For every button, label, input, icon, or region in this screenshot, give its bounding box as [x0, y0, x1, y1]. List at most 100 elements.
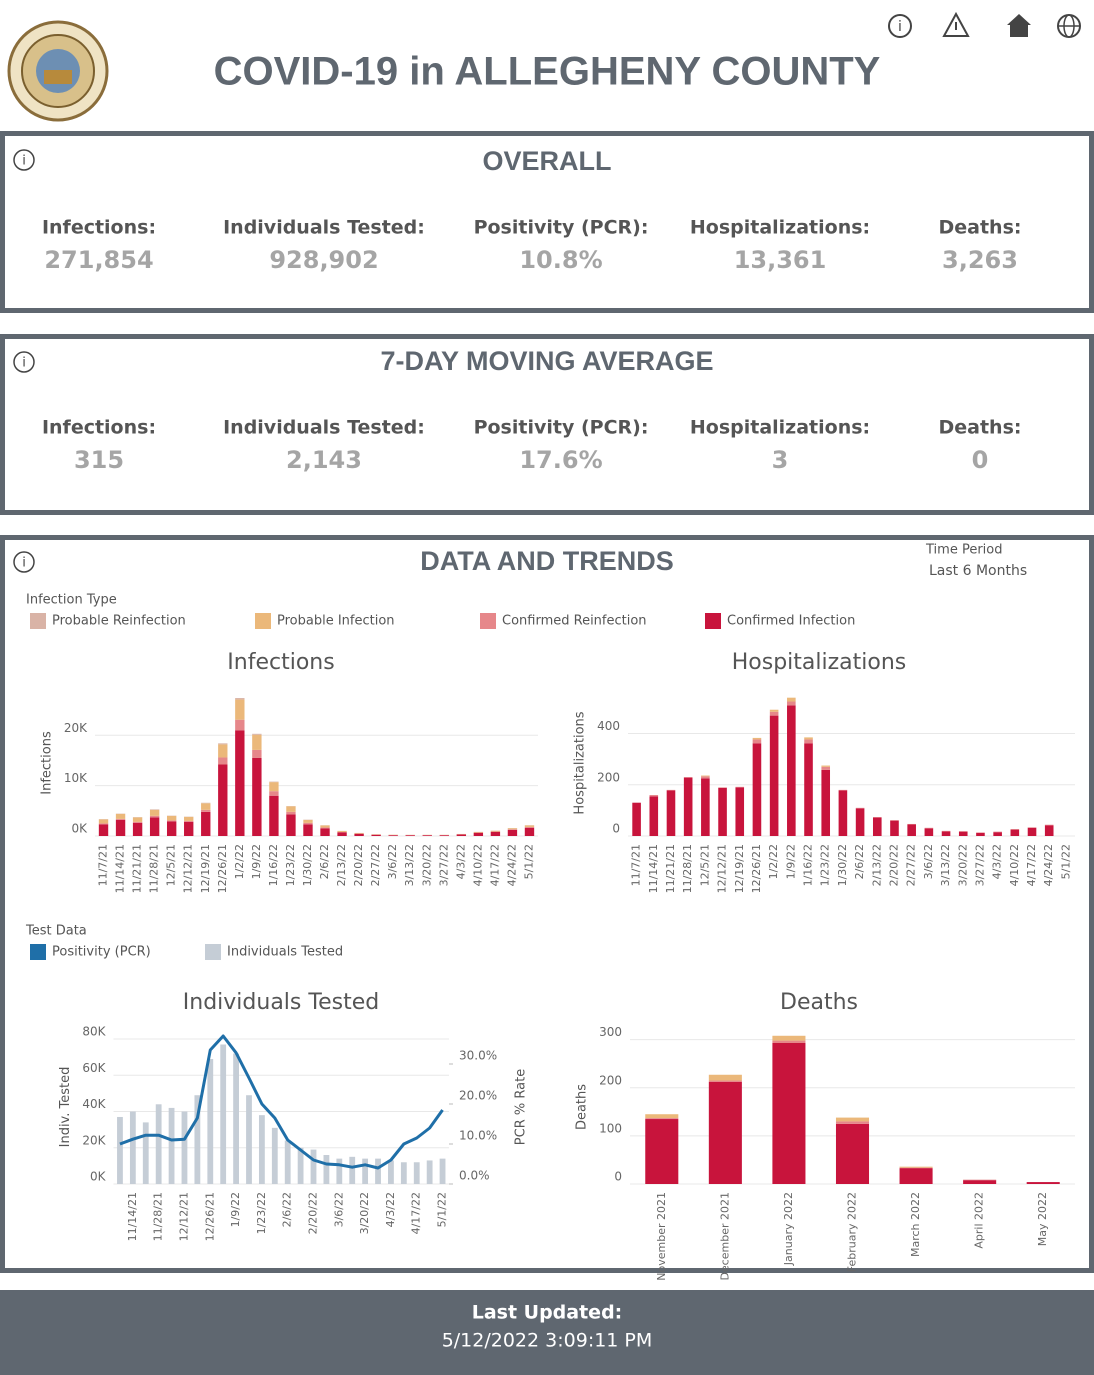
x-tick-label: 5/1/22: [436, 1192, 449, 1227]
bar: [354, 833, 364, 834]
x-tick-label: 2/27/22: [369, 844, 382, 886]
y-tick-label: 80K: [82, 1025, 106, 1039]
y-tick-label: 40K: [82, 1097, 106, 1111]
bar: [207, 1058, 214, 1184]
x-tick-label: 2/6/22: [318, 844, 331, 879]
x-tick-label: 12/26/21: [216, 844, 229, 893]
info-icon[interactable]: i: [13, 551, 35, 573]
x-tick-label: January 2022: [782, 1192, 795, 1266]
bar: [752, 739, 762, 744]
bar: [233, 1053, 239, 1184]
x-tick-label: 5/1/22: [1059, 844, 1072, 879]
bar: [117, 1116, 123, 1184]
globe-icon[interactable]: [1057, 14, 1081, 38]
bar: [297, 1147, 304, 1184]
bar: [422, 835, 432, 836]
bar: [772, 1035, 806, 1041]
bar: [835, 1121, 870, 1124]
legend-label: Positivity (PCR): [52, 945, 151, 960]
x-tick-label: 11/7/21: [630, 844, 643, 886]
y-axis-title: Hospitalizations: [573, 711, 588, 814]
stat-value: 271,854: [44, 246, 153, 274]
bar: [787, 705, 796, 836]
bar: [821, 765, 831, 767]
bar: [271, 1127, 278, 1184]
bar: [252, 749, 262, 758]
bar: [115, 819, 126, 836]
bar: [1044, 825, 1054, 836]
bar: [632, 802, 641, 836]
x-tick-label: 11/21/21: [131, 844, 144, 893]
bar: [804, 737, 813, 740]
time-period-value[interactable]: Last 6 Months: [929, 563, 1027, 579]
info-icon[interactable]: i: [888, 14, 912, 38]
bar: [201, 802, 211, 804]
bar: [400, 1162, 407, 1184]
x-tick-label: 2/20/22: [887, 844, 900, 886]
legend-label: Confirmed Infection: [727, 614, 855, 629]
x-tick-label: 4/24/22: [1042, 844, 1055, 886]
bar: [708, 1074, 742, 1081]
stat-label: Hospitalizations:: [690, 217, 870, 239]
bar: [941, 830, 951, 832]
bar: [507, 829, 518, 830]
home-icon[interactable]: [1007, 14, 1031, 37]
y-tick-label: 20K: [82, 1133, 106, 1147]
legend-label: Probable Reinfection: [52, 614, 186, 629]
overall-panel: [0, 131, 1094, 313]
y-tick-label: 200: [599, 1073, 622, 1087]
bar: [872, 817, 882, 818]
x-tick-label: 1/16/22: [802, 844, 815, 886]
section-title: DATA AND TRENDS: [420, 546, 673, 576]
bar: [752, 737, 762, 740]
bar: [838, 789, 848, 791]
stat-value: 10.8%: [519, 246, 602, 274]
bar: [269, 795, 279, 836]
stat-label: Deaths:: [939, 417, 1022, 439]
bar: [349, 1156, 356, 1184]
bar: [490, 831, 501, 836]
x-tick-label: 3/6/22: [332, 1192, 345, 1227]
x-tick-label: 1/23/22: [255, 1192, 268, 1234]
bar: [252, 733, 262, 735]
x-tick-label: 11/28/21: [148, 844, 161, 893]
bar: [132, 817, 143, 822]
bar: [149, 815, 160, 818]
bar: [708, 1081, 742, 1184]
section-title: 7-DAY MOVING AVERAGE: [380, 346, 713, 376]
bar: [490, 831, 501, 832]
info-icon[interactable]: i: [13, 149, 35, 171]
stat-value: 0: [972, 446, 989, 474]
bar: [269, 782, 279, 792]
bar: [129, 1111, 136, 1184]
bar: [524, 826, 535, 828]
x-tick-label: May 2022: [1036, 1192, 1049, 1246]
bar: [201, 803, 211, 810]
bar: [941, 831, 951, 836]
x-tick-label: 11/14/21: [114, 844, 127, 893]
bar: [252, 757, 262, 836]
x-tick-label: 3/6/22: [922, 844, 935, 879]
x-tick-label: 1/9/22: [229, 1192, 242, 1227]
x-tick-label: 3/13/22: [403, 844, 416, 886]
bar: [439, 835, 449, 836]
bar: [835, 1123, 870, 1184]
bar: [683, 777, 693, 836]
x-tick-label: 1/9/22: [250, 844, 263, 879]
y-tick-label: 0K: [90, 1170, 107, 1184]
bar: [1044, 824, 1054, 826]
svg-text:i: i: [22, 356, 26, 371]
alert-icon[interactable]: [942, 11, 970, 37]
y-axis-title: Indiv. Tested: [58, 1067, 73, 1148]
bar: [924, 828, 934, 836]
bar: [1010, 829, 1020, 830]
bar: [649, 796, 659, 836]
stat-value: 3,263: [942, 246, 1018, 274]
bar: [132, 822, 143, 836]
x-tick-label: 12/12/21: [716, 844, 729, 893]
bar: [490, 830, 501, 832]
bar: [388, 835, 398, 836]
y-tick-label: 60K: [82, 1061, 106, 1075]
bar: [286, 806, 296, 812]
info-icon[interactable]: i: [13, 351, 35, 373]
